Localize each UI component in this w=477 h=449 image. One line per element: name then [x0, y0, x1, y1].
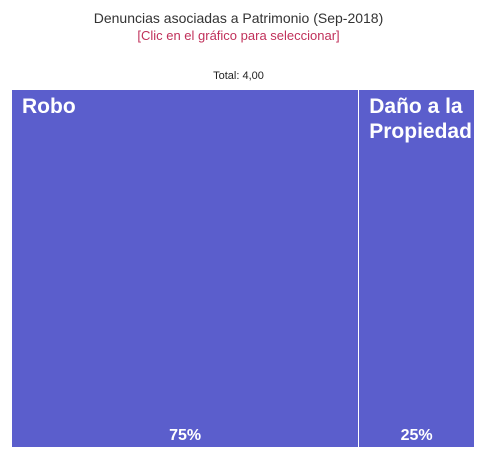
cell-label: Robo	[22, 95, 76, 118]
treemap-cell[interactable]: Robo 75%	[12, 90, 360, 447]
cell-label: Daño a la Propiedad	[369, 95, 472, 143]
chart-title: Denuncias asociadas a Patrimonio (Sep-20…	[93, 10, 384, 26]
total-label: Total: 4,00	[213, 70, 264, 82]
value-label: 75%	[169, 427, 202, 444]
plot-area: Robo 75% Daño a la Propiedad 25%	[12, 90, 475, 447]
value-label: 25%	[400, 427, 433, 444]
treemap-cell[interactable]: Daño a la Propiedad 25%	[359, 90, 475, 447]
chart-subtitle: [Clic en el gráfico para seleccionar]	[137, 28, 340, 43]
